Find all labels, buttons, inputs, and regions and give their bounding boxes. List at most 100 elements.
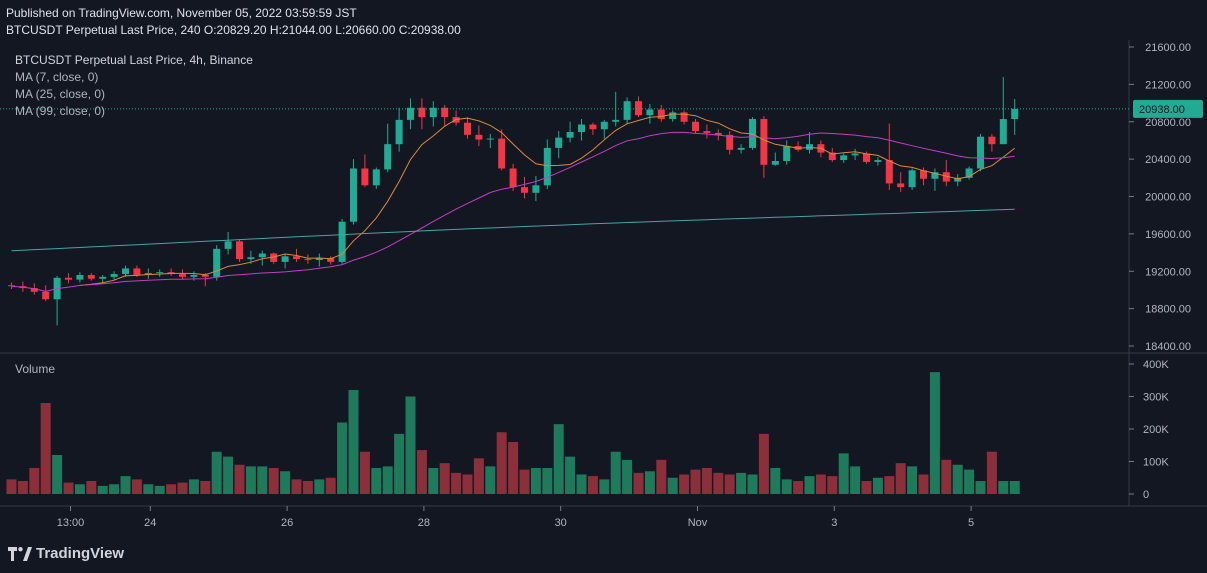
last-price-badge	[1133, 99, 1203, 118]
volume-bar	[6, 479, 17, 494]
volume-bar	[861, 481, 872, 494]
volume-bar	[86, 481, 97, 494]
candle-body	[236, 241, 243, 260]
volume-bar	[690, 469, 701, 494]
volume-bar	[508, 442, 519, 494]
volume-bar	[622, 459, 633, 494]
candle-body	[988, 136, 996, 145]
volume-bar	[747, 474, 758, 494]
candle-body	[270, 253, 278, 262]
candle-body	[783, 146, 791, 161]
volume-legend[interactable]: Volume	[15, 362, 56, 376]
volume-bar	[656, 459, 667, 494]
candle-body	[760, 118, 768, 165]
candle-body	[714, 132, 722, 135]
candle-body	[942, 172, 950, 182]
published-info: Published on TradingView.com, November 0…	[6, 6, 357, 20]
volume-bar	[736, 472, 747, 494]
volume-bar	[496, 432, 507, 494]
brand-name: TradingView	[36, 545, 125, 562]
price-tick-label: 19600.00	[1145, 229, 1191, 241]
candle-body	[213, 248, 221, 277]
price-tick-label: 20800.00	[1145, 117, 1191, 129]
volume-bar	[394, 433, 405, 494]
candle-body	[350, 168, 357, 222]
tradingview-logo-icon	[8, 546, 32, 561]
candle-body	[338, 221, 346, 262]
candle-body	[840, 155, 848, 161]
volume-bar	[804, 476, 815, 494]
volume-bar	[781, 479, 792, 494]
candle-body	[828, 152, 836, 161]
volume-bar	[576, 474, 587, 494]
volume-bar	[245, 466, 256, 494]
time-tick-label: 3	[831, 517, 837, 529]
candle-body	[224, 241, 232, 249]
volume-bar	[793, 481, 804, 494]
volume-bar	[166, 484, 177, 494]
candle-body	[30, 288, 38, 292]
volume-tick-label: 200K	[1143, 424, 1169, 436]
volume-bar	[542, 468, 553, 494]
candle-body	[612, 119, 620, 122]
volume-bar	[280, 471, 291, 494]
volume-bar	[371, 468, 382, 494]
candle-body	[327, 258, 335, 262]
candle-body	[418, 107, 426, 118]
price-tick-label: 18800.00	[1145, 304, 1191, 316]
volume-bar	[998, 481, 1009, 494]
candle-body	[361, 168, 369, 186]
last-price-label: 20938.00	[1139, 104, 1185, 116]
volume-bar	[724, 474, 735, 494]
candle-body	[885, 160, 893, 184]
volume-bar	[291, 479, 302, 494]
volume-bar	[405, 396, 416, 494]
candle-body	[42, 291, 50, 300]
volume-bar	[964, 469, 975, 494]
volume-bar	[918, 474, 929, 494]
volume-bar	[17, 481, 28, 494]
volume-bar	[815, 474, 826, 494]
candle-body	[931, 172, 939, 179]
time-tick-label: 30	[555, 517, 567, 529]
candle-body	[315, 258, 323, 261]
candle-body	[521, 187, 528, 193]
volume-bar	[200, 481, 211, 494]
volume-tick-label: 400K	[1143, 359, 1169, 371]
volume-bar	[986, 451, 997, 494]
volume-bar	[462, 474, 473, 494]
candle-body	[908, 170, 916, 188]
volume-bar	[234, 464, 245, 494]
candle-body	[407, 107, 414, 120]
candle-body	[623, 101, 631, 120]
volume-tick-label: 100K	[1143, 457, 1169, 469]
candle-body	[977, 136, 984, 169]
candle-body	[646, 109, 654, 116]
volume-bar	[97, 485, 108, 494]
price-tick-label: 20000.00	[1145, 192, 1191, 204]
ma99-legend[interactable]: MA (99, close, 0)	[15, 104, 106, 118]
volume-bar	[154, 485, 165, 494]
price-tick-label: 20400.00	[1145, 154, 1191, 166]
candle-body	[156, 272, 164, 274]
candle-body	[600, 121, 608, 130]
candle-body	[475, 134, 483, 140]
volume-bar	[679, 474, 690, 494]
volume-bar	[337, 422, 348, 494]
volume-bar	[701, 468, 712, 494]
candle-body	[1011, 108, 1019, 120]
volume-bar	[644, 471, 655, 494]
volume-bar	[268, 468, 279, 494]
tradingview-brand[interactable]: TradingView	[8, 545, 124, 562]
symbol-legend[interactable]: BTCUSDT Perpetual Last Price, 4h, Binanc…	[15, 53, 253, 67]
volume-bar	[451, 472, 462, 494]
ma25-legend[interactable]: MA (25, close, 0)	[15, 87, 106, 101]
price-tick-label: 19200.00	[1145, 266, 1191, 278]
candle-body	[703, 131, 711, 133]
candle-body	[99, 276, 107, 279]
volume-bar	[63, 482, 74, 494]
volume-bar	[975, 481, 986, 494]
ma7-legend[interactable]: MA (7, close, 0)	[15, 70, 99, 84]
volume-bar	[428, 468, 439, 494]
